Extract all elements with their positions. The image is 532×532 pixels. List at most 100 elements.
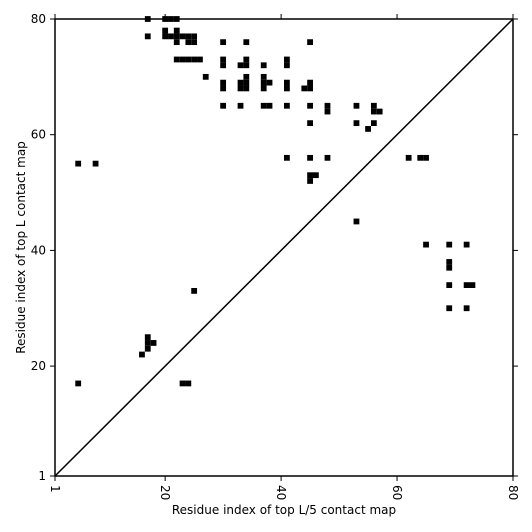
contact-cell-lower bbox=[144, 334, 151, 341]
y-tick-label: 80 bbox=[31, 12, 46, 26]
contact-cell-upper bbox=[260, 73, 267, 80]
contact-cell-upper bbox=[324, 102, 331, 109]
contact-cell-upper bbox=[307, 178, 313, 184]
contact-cell-upper bbox=[185, 39, 192, 46]
x-axis-label: Residue index of top L/5 contact map bbox=[172, 503, 396, 517]
contact-cell-upper bbox=[75, 160, 82, 167]
diagonal-line bbox=[54, 18, 514, 477]
contact-cell-upper bbox=[173, 33, 180, 40]
contact-cell-upper bbox=[307, 154, 313, 161]
contact-cell-upper bbox=[220, 62, 227, 69]
contact-cell-upper bbox=[243, 62, 250, 69]
contact-cell-upper bbox=[243, 85, 250, 92]
contact-cell-upper bbox=[266, 79, 273, 86]
contact-cell-upper bbox=[307, 172, 313, 179]
contact-cell-upper bbox=[179, 56, 186, 63]
contact-cell-upper bbox=[173, 56, 180, 63]
contact-cell-upper bbox=[220, 56, 227, 63]
contact-cell-lower bbox=[191, 287, 198, 294]
x-tick-label: 80 bbox=[506, 485, 520, 500]
contact-cell-upper bbox=[92, 160, 99, 167]
y-tick-label: 20 bbox=[31, 359, 46, 373]
contact-cell-lower bbox=[446, 305, 453, 312]
contact-cell-upper bbox=[353, 102, 360, 109]
contact-cell-upper bbox=[243, 39, 250, 46]
contact-cell-upper bbox=[220, 85, 227, 92]
contact-cell-upper bbox=[185, 33, 192, 40]
contact-cell-upper bbox=[191, 56, 198, 63]
contact-cell-upper bbox=[260, 85, 267, 92]
contact-cell-upper bbox=[301, 85, 308, 92]
contact-cell-lower bbox=[423, 241, 429, 248]
contact-cell-lower bbox=[463, 241, 470, 248]
contact-cell-lower bbox=[463, 282, 470, 288]
contact-cell-upper bbox=[353, 218, 360, 225]
contact-cell-upper bbox=[266, 102, 273, 109]
y-tick-label: 60 bbox=[31, 128, 46, 142]
contact-cell-upper bbox=[237, 102, 244, 109]
contact-cell-lower bbox=[150, 340, 157, 346]
contact-cell-upper bbox=[353, 120, 360, 127]
contact-cell-upper bbox=[179, 33, 186, 40]
y-tick-label: 1 bbox=[38, 469, 46, 483]
contact-cell-lower bbox=[446, 241, 453, 248]
contact-cell-upper bbox=[324, 154, 331, 161]
contact-cell-upper bbox=[284, 102, 290, 109]
contact-cell-upper bbox=[284, 56, 290, 63]
contact-cell-lower bbox=[185, 380, 192, 387]
contact-cell-upper bbox=[284, 62, 290, 69]
contact-cell-upper bbox=[307, 120, 313, 127]
contact-cell-upper bbox=[307, 102, 313, 109]
y-tick-label: 40 bbox=[31, 243, 46, 257]
contact-cell-lower bbox=[463, 305, 470, 312]
contact-cell-upper bbox=[284, 154, 290, 161]
contact-cell-upper bbox=[202, 73, 209, 80]
contact-cell-upper bbox=[284, 79, 290, 86]
contact-cell-upper bbox=[237, 79, 244, 86]
x-tick-label: 1 bbox=[48, 485, 62, 493]
contact-cell-upper bbox=[220, 102, 227, 109]
contact-cell-upper bbox=[307, 79, 313, 86]
contact-cell-upper bbox=[376, 108, 383, 115]
contact-cell-lower bbox=[144, 340, 151, 346]
contact-cell-lower bbox=[179, 380, 186, 387]
contact-cell-upper bbox=[405, 154, 412, 161]
contact-cell-upper bbox=[191, 33, 198, 40]
x-tick-label: 40 bbox=[274, 485, 288, 500]
contact-cell-upper bbox=[260, 79, 267, 86]
contact-cell-upper bbox=[370, 108, 377, 115]
contact-cell-upper bbox=[243, 56, 250, 63]
contact-cell-upper bbox=[324, 108, 331, 115]
contact-cell-upper bbox=[260, 102, 267, 109]
contact-cell-upper bbox=[243, 73, 250, 80]
contact-cell-upper bbox=[307, 85, 313, 92]
contact-cell-lower bbox=[469, 282, 476, 288]
y-axis-label: Residue index of top L contact map bbox=[14, 141, 28, 354]
contact-cell-lower bbox=[446, 264, 453, 271]
contact-cell-lower bbox=[144, 345, 151, 352]
plot-frame bbox=[54, 18, 514, 477]
contact-cell-upper bbox=[284, 85, 290, 92]
contact-cell-upper bbox=[173, 39, 180, 46]
contact-cell-upper bbox=[162, 33, 169, 40]
contact-cell-upper bbox=[197, 56, 203, 63]
contact-cell-upper bbox=[370, 102, 377, 109]
contact-cell-upper bbox=[191, 39, 198, 46]
contact-cell-upper bbox=[423, 154, 429, 161]
contact-cell-upper bbox=[417, 154, 424, 161]
contact-cell-upper bbox=[307, 39, 313, 46]
contact-cell-lower bbox=[75, 380, 82, 387]
y-axis-ticks: 1 20 40 60 80 bbox=[31, 12, 518, 483]
contact-cell-upper bbox=[370, 120, 377, 127]
x-axis-ticks: 1 20 40 60 80 bbox=[48, 14, 520, 500]
contact-cell-upper bbox=[185, 56, 192, 63]
contact-cell-upper bbox=[312, 172, 319, 179]
contact-cells bbox=[75, 16, 476, 387]
contact-cell-upper bbox=[243, 79, 250, 86]
contact-cell-upper bbox=[220, 39, 227, 46]
contact-cell-upper bbox=[173, 27, 180, 34]
contact-cell-upper bbox=[237, 85, 244, 92]
contact-cell-upper bbox=[260, 62, 267, 69]
x-tick-label: 20 bbox=[158, 485, 172, 500]
